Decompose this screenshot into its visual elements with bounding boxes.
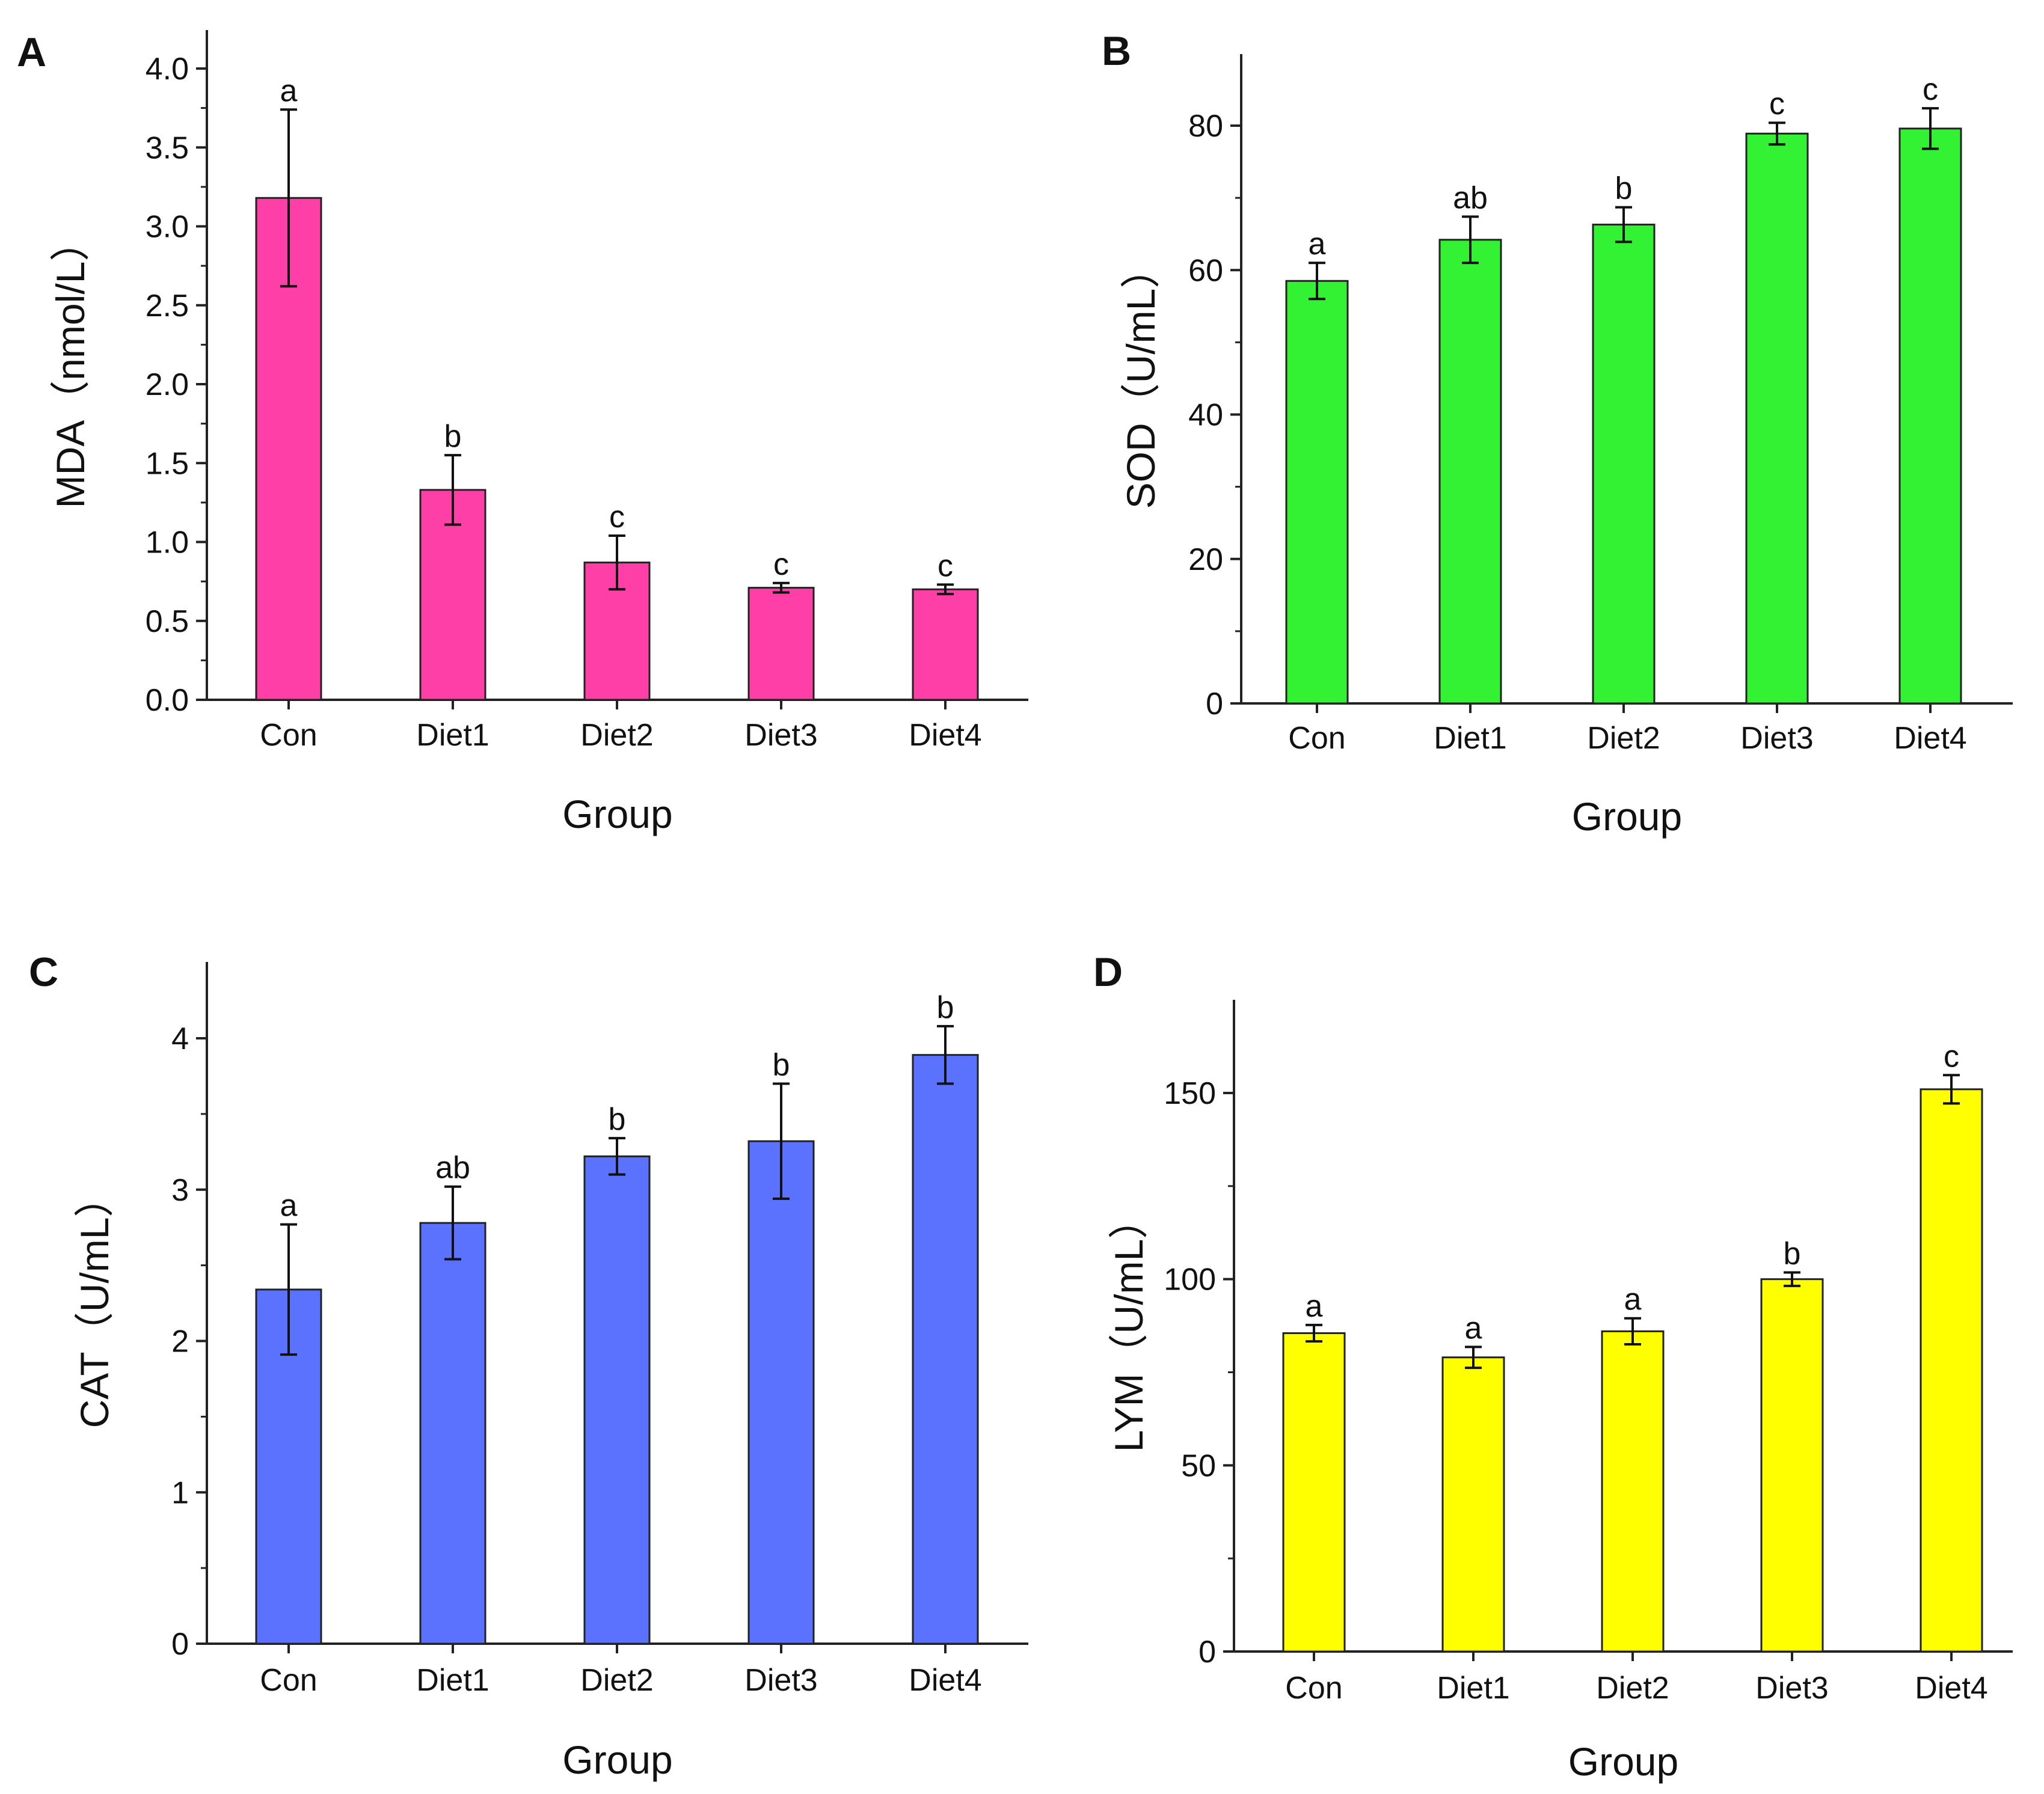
x-tick-label: Con	[260, 1663, 317, 1698]
bar-diet2	[1592, 224, 1656, 705]
y-tick-label: 4	[171, 1021, 189, 1056]
y-tick-label: 0	[1206, 687, 1223, 721]
significance-label: ab	[435, 1151, 470, 1186]
x-axis-title: Group	[562, 1737, 672, 1782]
x-tick-label: Diet2	[1587, 721, 1660, 756]
x-tick-label: Diet4	[1915, 1671, 1987, 1706]
bar-diet4	[912, 588, 979, 701]
y-tick-label: 0.5	[146, 604, 189, 639]
x-tick-label: Diet4	[909, 1663, 981, 1698]
chart-panel-b: B 0 20 40 60 80 a Con ab Diet1 b Diet2 c Diet3 c Diet4 G…	[1102, 28, 2013, 839]
significance-label: a	[1465, 1311, 1482, 1346]
y-tick-label: 4.0	[146, 52, 189, 87]
y-tick-label: 1.5	[146, 446, 189, 481]
panel-letter: B	[1102, 28, 1131, 74]
significance-label: b	[937, 990, 954, 1025]
x-tick-label: Con	[260, 718, 317, 753]
significance-label: a	[1624, 1282, 1642, 1317]
y-tick-label: 100	[1164, 1263, 1216, 1297]
significance-label: c	[1769, 87, 1785, 121]
significance-label: b	[773, 1048, 790, 1083]
y-tick-label: 50	[1181, 1448, 1216, 1483]
x-tick-label: Diet4	[1894, 721, 1966, 756]
y-tick-label: 60	[1188, 253, 1223, 288]
y-tick-label: 40	[1188, 398, 1223, 433]
significance-label: c	[938, 548, 953, 583]
y-tick-label: 2.5	[146, 289, 189, 323]
y-tick-label: 0	[171, 1627, 189, 1662]
bar-diet2	[1601, 1330, 1665, 1653]
bar-con	[1285, 280, 1349, 705]
bar-diet3	[1760, 1278, 1824, 1653]
bar-diet3	[747, 1140, 815, 1645]
x-axis-title: Group	[1568, 1739, 1678, 1784]
significance-label: c	[773, 547, 789, 582]
x-tick-label: Diet2	[1596, 1671, 1669, 1706]
y-axis-title: MDA（nmol/L）	[48, 222, 93, 509]
significance-label: b	[1615, 171, 1633, 206]
bar-diet1	[1441, 1356, 1505, 1653]
significance-label: a	[280, 1189, 298, 1223]
significance-label: b	[609, 1102, 626, 1137]
bar-con	[1282, 1332, 1346, 1653]
y-tick-label: 1.0	[146, 525, 189, 560]
bar-diet3	[1745, 132, 1809, 705]
significance-label: ab	[1453, 180, 1488, 215]
y-tick-label: 0	[1198, 1635, 1216, 1670]
bar-diet2	[583, 1155, 651, 1645]
chart-panel-a: A 0.0 0.5 1.0 1.5 2.0 2.5 3.0 3.5 4.0 a Con b Diet1 c D…	[17, 29, 1028, 836]
y-axis-title: SOD（U/mL）	[1119, 249, 1163, 509]
x-axis-title: Group	[562, 792, 672, 836]
y-axis-title: LYM（U/mL）	[1106, 1199, 1151, 1453]
x-tick-label: Con	[1285, 1671, 1342, 1706]
y-tick-label: 0.0	[146, 683, 189, 718]
bar-diet1	[1438, 239, 1502, 705]
y-tick-label: 2	[171, 1324, 189, 1359]
bar-diet1	[419, 1222, 486, 1645]
bar-diet3	[747, 587, 815, 701]
significance-label: a	[1306, 1289, 1323, 1324]
bar-diet4	[1898, 127, 1962, 705]
x-tick-label: Diet3	[744, 1663, 817, 1698]
chart-panel-d: D 0 50 100 150 a Con a Diet1 a Diet2 b Diet3 c Diet4 Gr…	[1093, 949, 2013, 1784]
y-tick-label: 3	[171, 1173, 189, 1208]
significance-label: c	[609, 500, 625, 534]
x-tick-label: Diet3	[1740, 721, 1813, 756]
x-tick-label: Diet1	[1434, 721, 1506, 756]
significance-label: a	[1309, 227, 1326, 262]
panel-letter: C	[29, 949, 58, 995]
y-tick-label: 150	[1164, 1076, 1216, 1111]
x-tick-label: Diet2	[580, 1663, 653, 1698]
bar-diet4	[912, 1054, 979, 1645]
x-tick-label: Diet1	[1437, 1671, 1509, 1706]
significance-label: b	[444, 419, 462, 454]
x-tick-label: Diet3	[744, 718, 817, 753]
x-tick-label: Diet4	[909, 718, 981, 753]
panel-letter: A	[17, 29, 46, 75]
significance-label: c	[1923, 72, 1938, 107]
bar-diet4	[1920, 1088, 1983, 1653]
significance-label: a	[280, 73, 298, 108]
x-tick-label: Diet3	[1755, 1671, 1828, 1706]
y-tick-label: 2.0	[146, 367, 189, 402]
x-tick-label: Con	[1288, 721, 1345, 756]
panel-letter: D	[1093, 949, 1123, 995]
x-axis-title: Group	[1572, 794, 1682, 839]
y-axis-title: CAT（U/mL）	[72, 1178, 117, 1428]
y-tick-label: 20	[1188, 542, 1223, 577]
chart-panel-c: C 0 1 2 3 4 a Con ab Diet1 b Diet2 b Diet3 b Diet4 Group…	[29, 949, 1028, 1782]
significance-label: b	[1784, 1237, 1801, 1272]
significance-label: c	[1944, 1039, 1959, 1074]
y-tick-label: 3.0	[146, 210, 189, 245]
x-tick-label: Diet1	[416, 1663, 489, 1698]
x-tick-label: Diet1	[416, 718, 489, 753]
y-tick-label: 80	[1188, 109, 1223, 144]
y-tick-label: 3.5	[146, 130, 189, 165]
x-tick-label: Diet2	[580, 718, 653, 753]
y-tick-label: 1	[171, 1475, 189, 1510]
